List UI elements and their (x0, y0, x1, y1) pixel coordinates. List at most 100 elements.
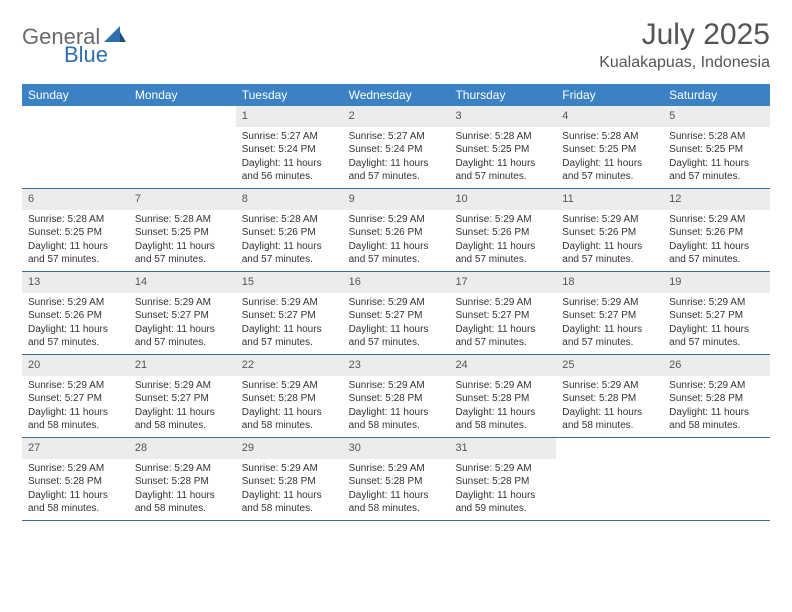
day-number: 3 (449, 106, 556, 127)
day-cell: 5 Sunrise: 5:28 AMSunset: 5:25 PMDaylight… (663, 106, 770, 188)
sunrise-text: Sunrise: 5:28 AM (28, 213, 123, 227)
daylight-text: Daylight: 11 hours and 57 minutes. (242, 323, 337, 350)
sunrise-text: Sunrise: 5:29 AM (455, 213, 550, 227)
day-number: 4 (556, 106, 663, 127)
day-cell: 9Sunrise: 5:29 AMSunset: 5:26 PMDaylight… (343, 189, 450, 271)
day-body: Sunrise: 5:29 AMSunset: 5:26 PMDaylight:… (556, 213, 663, 267)
day-cell: 27 Sunrise: 5:29 AMSunset: 5:28 PMDayligh… (22, 438, 129, 520)
day-number: 27 (22, 438, 129, 459)
sunset-text: Sunset: 5:28 PM (669, 392, 764, 406)
day-body: Sunrise: 5:29 AMSunset: 5:28 PMDaylight:… (129, 462, 236, 516)
sunset-text: Sunset: 5:27 PM (242, 309, 337, 323)
day-number: 28 (129, 438, 236, 459)
title-block: July 2025 Kualakapuas, Indonesia (599, 18, 770, 72)
day-number: 14 (129, 272, 236, 293)
day-number: 8 (236, 189, 343, 210)
day-number: 25 (556, 355, 663, 376)
sunrise-text: Sunrise: 5:28 AM (242, 213, 337, 227)
sunset-text: Sunset: 5:27 PM (455, 309, 550, 323)
day-number: 17 (449, 272, 556, 293)
daylight-text: Daylight: 11 hours and 57 minutes. (669, 323, 764, 350)
day-number: 23 (343, 355, 450, 376)
weekday-header: Sunday (22, 84, 129, 106)
day-cell: 20Sunrise: 5:29 AMSunset: 5:27 PMDayligh… (22, 355, 129, 437)
daylight-text: Daylight: 11 hours and 58 minutes. (28, 489, 123, 516)
daylight-text: Daylight: 11 hours and 57 minutes. (28, 323, 123, 350)
sunrise-text: Sunrise: 5:29 AM (28, 296, 123, 310)
daylight-text: Daylight: 11 hours and 58 minutes. (135, 489, 230, 516)
daylight-text: Daylight: 11 hours and 57 minutes. (349, 157, 444, 184)
day-body: Sunrise: 5:29 AMSunset: 5:27 PMDaylight:… (129, 379, 236, 433)
day-number: 26 (663, 355, 770, 376)
week-row: 1Sunrise: 5:27 AMSunset: 5:24 PMDaylight… (22, 106, 770, 189)
day-cell: 14Sunrise: 5:29 AMSunset: 5:27 PMDayligh… (129, 272, 236, 354)
day-cell: 7Sunrise: 5:28 AMSunset: 5:25 PMDaylight… (129, 189, 236, 271)
sunrise-text: Sunrise: 5:29 AM (669, 213, 764, 227)
day-number: 31 (449, 438, 556, 459)
daylight-text: Daylight: 11 hours and 58 minutes. (455, 406, 550, 433)
day-body: Sunrise: 5:28 AMSunset: 5:26 PMDaylight:… (236, 213, 343, 267)
sunrise-text: Sunrise: 5:28 AM (135, 213, 230, 227)
day-body: Sunrise: 5:28 AMSunset: 5:25 PMDaylight:… (556, 130, 663, 184)
sunset-text: Sunset: 5:28 PM (455, 475, 550, 489)
daylight-text: Daylight: 11 hours and 58 minutes. (28, 406, 123, 433)
daylight-text: Daylight: 11 hours and 58 minutes. (242, 406, 337, 433)
day-body: Sunrise: 5:28 AMSunset: 5:25 PMDaylight:… (449, 130, 556, 184)
daylight-text: Daylight: 11 hours and 58 minutes. (669, 406, 764, 433)
weekday-header: Thursday (449, 84, 556, 106)
day-cell: 12Sunrise: 5:29 AMSunset: 5:26 PMDayligh… (663, 189, 770, 271)
daylight-text: Daylight: 11 hours and 57 minutes. (349, 323, 444, 350)
day-body: Sunrise: 5:28 AMSunset: 5:25 PMDaylight:… (22, 213, 129, 267)
day-cell: 21 Sunrise: 5:29 AMSunset: 5:27 PMDayligh… (129, 355, 236, 437)
day-cell: 15Sunrise: 5:29 AMSunset: 5:27 PMDayligh… (236, 272, 343, 354)
sunrise-text: Sunrise: 5:29 AM (455, 296, 550, 310)
sunset-text: Sunset: 5:25 PM (28, 226, 123, 240)
day-body: Sunrise: 5:28 AMSunset: 5:25 PMDaylight:… (663, 130, 770, 184)
sunrise-text: Sunrise: 5:29 AM (455, 462, 550, 476)
daylight-text: Daylight: 11 hours and 58 minutes. (135, 406, 230, 433)
day-cell: 28 Sunrise: 5:29 AMSunset: 5:28 PMDayligh… (129, 438, 236, 520)
sunrise-text: Sunrise: 5:27 AM (242, 130, 337, 144)
day-body: Sunrise: 5:29 AMSunset: 5:27 PMDaylight:… (22, 379, 129, 433)
sunset-text: Sunset: 5:28 PM (349, 475, 444, 489)
daylight-text: Daylight: 11 hours and 58 minutes. (562, 406, 657, 433)
sunrise-text: Sunrise: 5:29 AM (562, 213, 657, 227)
sunset-text: Sunset: 5:27 PM (669, 309, 764, 323)
sunrise-text: Sunrise: 5:29 AM (669, 379, 764, 393)
sunset-text: Sunset: 5:28 PM (28, 475, 123, 489)
day-cell: 16Sunrise: 5:29 AMSunset: 5:27 PMDayligh… (343, 272, 450, 354)
sunset-text: Sunset: 5:28 PM (242, 475, 337, 489)
daylight-text: Daylight: 11 hours and 57 minutes. (562, 240, 657, 267)
weekday-header: Friday (556, 84, 663, 106)
day-number: 10 (449, 189, 556, 210)
sunset-text: Sunset: 5:26 PM (349, 226, 444, 240)
sunrise-text: Sunrise: 5:29 AM (562, 296, 657, 310)
day-cell: 8 Sunrise: 5:28 AMSunset: 5:26 PMDaylight… (236, 189, 343, 271)
day-body: Sunrise: 5:29 AMSunset: 5:28 PMDaylight:… (22, 462, 129, 516)
day-number: 30 (343, 438, 450, 459)
sunrise-text: Sunrise: 5:29 AM (349, 296, 444, 310)
sunset-text: Sunset: 5:26 PM (28, 309, 123, 323)
day-cell: 11Sunrise: 5:29 AMSunset: 5:26 PMDayligh… (556, 189, 663, 271)
daylight-text: Daylight: 11 hours and 58 minutes. (242, 489, 337, 516)
daylight-text: Daylight: 11 hours and 57 minutes. (28, 240, 123, 267)
day-body: Sunrise: 5:29 AMSunset: 5:28 PMDaylight:… (556, 379, 663, 433)
day-number: 12 (663, 189, 770, 210)
daylight-text: Daylight: 11 hours and 59 minutes. (455, 489, 550, 516)
sunrise-text: Sunrise: 5:28 AM (455, 130, 550, 144)
header: General July 2025 Kualakapuas, Indonesia (22, 18, 770, 72)
sunrise-text: Sunrise: 5:29 AM (562, 379, 657, 393)
weeks-container: 1Sunrise: 5:27 AMSunset: 5:24 PMDaylight… (22, 106, 770, 521)
sunset-text: Sunset: 5:27 PM (562, 309, 657, 323)
day-cell: 10Sunrise: 5:29 AMSunset: 5:26 PMDayligh… (449, 189, 556, 271)
day-number: 21 (129, 355, 236, 376)
sunrise-text: Sunrise: 5:28 AM (669, 130, 764, 144)
sunset-text: Sunset: 5:28 PM (242, 392, 337, 406)
weekday-header: Monday (129, 84, 236, 106)
day-body: Sunrise: 5:29 AMSunset: 5:28 PMDaylight:… (343, 462, 450, 516)
day-number: 5 (663, 106, 770, 127)
day-body: Sunrise: 5:29 AMSunset: 5:26 PMDaylight:… (22, 296, 129, 350)
week-row: 27Sunrise: 5:29 AMSunset: 5:28 PMDayligh… (22, 438, 770, 521)
day-body: Sunrise: 5:29 AMSunset: 5:27 PMDaylight:… (556, 296, 663, 350)
sunset-text: Sunset: 5:26 PM (455, 226, 550, 240)
